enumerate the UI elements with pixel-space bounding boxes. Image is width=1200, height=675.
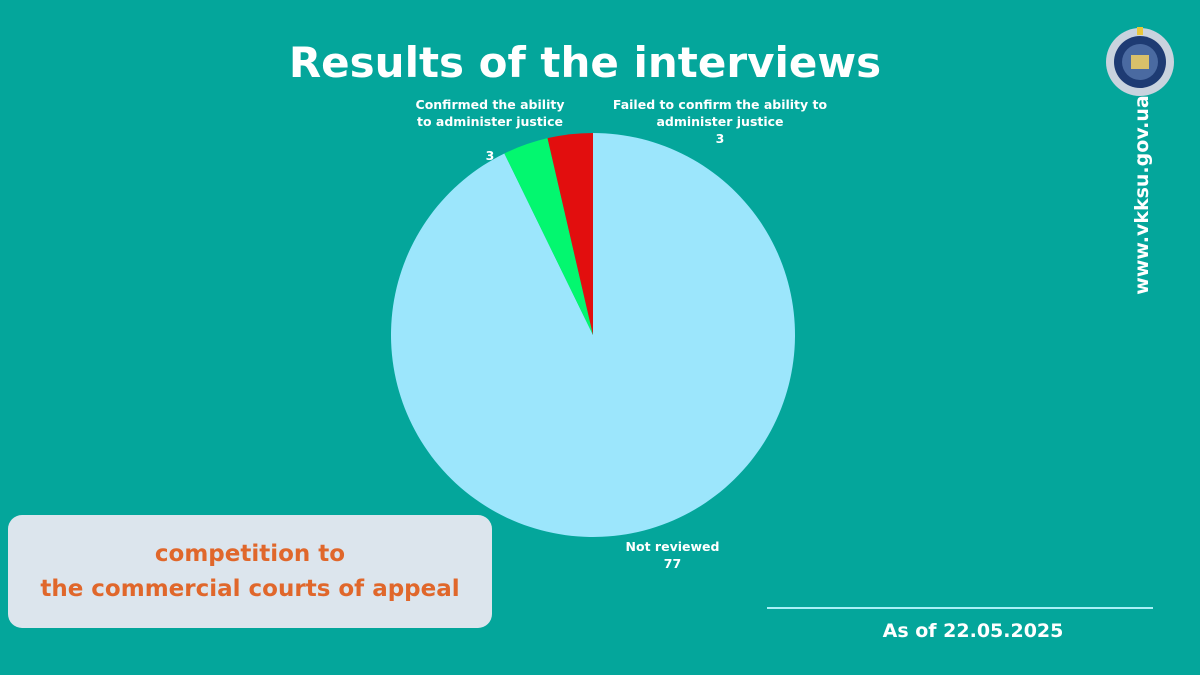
slice-label: Not reviewed <box>625 539 720 554</box>
slice-value: 3 <box>485 148 495 163</box>
slice-value: 77 <box>663 556 682 571</box>
slice-value: 3 <box>715 131 725 146</box>
caption-box: competition to the commercial courts of … <box>8 515 492 628</box>
website: www.vkksu.gov.ua <box>1131 95 1153 295</box>
caption-line: the commercial courts of appeal <box>40 575 460 602</box>
caption-line: competition to <box>154 540 346 567</box>
slice-label: Confirmed the ability to administer just… <box>415 97 565 129</box>
slice-label: Failed to confirm the ability to adminis… <box>612 97 828 129</box>
chart-title: Results of the interviews <box>288 38 882 87</box>
date-note: As of 22.05.2025 <box>882 620 1064 642</box>
pie-slice <box>504 138 593 335</box>
pie-slice <box>547 133 593 335</box>
logo <box>1106 27 1174 96</box>
